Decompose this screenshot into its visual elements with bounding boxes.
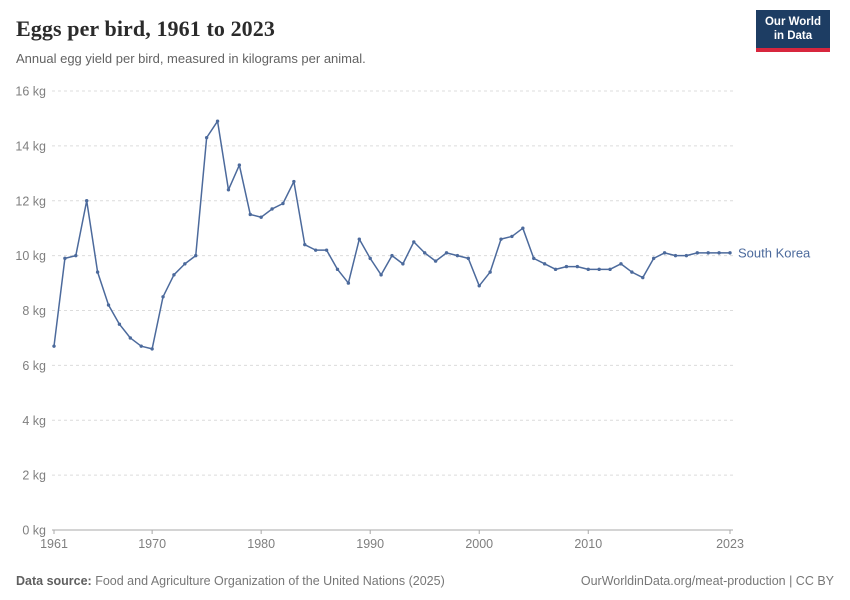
owid-logo-line1: Our World (764, 16, 821, 28)
svg-text:2010: 2010 (574, 537, 602, 551)
data-source: Data source: Food and Agriculture Organi… (16, 574, 445, 588)
svg-text:0 kg: 0 kg (22, 524, 46, 538)
data-source-label: Data source: (16, 574, 92, 588)
svg-text:1961: 1961 (40, 537, 68, 551)
footer-link[interactable]: OurWorldinData.org/meat-production | CC … (580, 574, 834, 588)
chart-footer: Data source: Food and Agriculture Organi… (16, 574, 834, 588)
chart-title: Eggs per bird, 1961 to 2023 (16, 16, 275, 41)
svg-text:16 kg: 16 kg (15, 85, 46, 99)
svg-text:14 kg: 14 kg (15, 139, 46, 153)
svg-text:2023: 2023 (716, 537, 744, 551)
chart-subtitle: Annual egg yield per bird, measured in k… (16, 51, 366, 66)
svg-text:12 kg: 12 kg (15, 194, 46, 208)
svg-text:10 kg: 10 kg (15, 249, 46, 263)
svg-text:1980: 1980 (247, 537, 275, 551)
owid-logo[interactable]: Our World in Data (755, 10, 830, 52)
owid-logo-line2: in Data (773, 30, 813, 43)
svg-text:1990: 1990 (356, 537, 384, 551)
svg-text:6 kg: 6 kg (22, 359, 46, 373)
series-label: South Korea (738, 245, 811, 260)
svg-text:2000: 2000 (465, 537, 493, 551)
svg-text:2 kg: 2 kg (22, 469, 46, 483)
data-source-text: Food and Agriculture Organization of the… (95, 574, 445, 588)
svg-text:1970: 1970 (138, 537, 166, 551)
svg-text:8 kg: 8 kg (22, 304, 46, 318)
svg-text:4 kg: 4 kg (22, 414, 46, 428)
